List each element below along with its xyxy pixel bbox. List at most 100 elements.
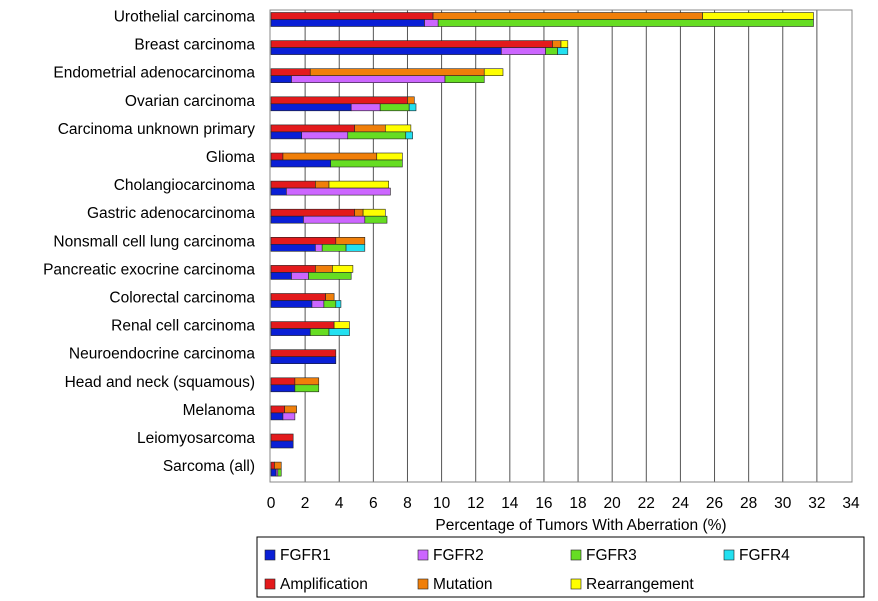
gene-bar-fgfr1 — [270, 103, 352, 112]
x-tick-label: 0 — [267, 495, 276, 512]
aberration-bar-mutation — [354, 124, 386, 133]
gene-bar-fgfr3 — [364, 215, 388, 224]
aberration-bar-mutation — [432, 12, 703, 20]
category-label: Ovarian carcinoma — [125, 93, 255, 110]
category-label: Melanoma — [183, 402, 256, 419]
aberration-bar-amplification — [270, 124, 355, 133]
aberration-bar-amplification — [270, 40, 553, 48]
aberration-bar-amplification — [270, 265, 316, 273]
gene-bar-fgfr3 — [444, 75, 485, 83]
legend-label-fgfr4: FGFR4 — [739, 547, 790, 564]
legend-label-amplification: Amplification — [280, 576, 368, 593]
aberration-bar-amplification — [270, 237, 337, 245]
gene-bar-fgfr1 — [270, 384, 296, 393]
aberration-bar-amplification — [270, 180, 316, 189]
gene-bar-fgfr2 — [303, 215, 366, 224]
aberration-bar-mutation — [335, 237, 366, 245]
aberration-bar-rearrangement — [384, 124, 412, 133]
gene-bar-fgfr1 — [270, 159, 332, 168]
aberration-bar-amplification — [270, 405, 285, 414]
gene-bar-fgfr3 — [323, 300, 337, 308]
gene-bar-fgfr1 — [270, 215, 304, 224]
gene-bar-fgfr2 — [424, 19, 439, 27]
x-tick-label: 20 — [604, 495, 622, 512]
gene-bar-fgfr2 — [282, 412, 296, 421]
category-label: Neuroendocrine carcinoma — [69, 346, 255, 363]
aberration-bar-mutation — [309, 68, 485, 76]
x-tick-label: 10 — [433, 495, 451, 512]
gene-bar-fgfr3 — [277, 468, 282, 477]
gene-bar-fgfr3 — [309, 328, 330, 336]
aberration-bar-rearrangement — [362, 208, 386, 217]
x-tick-label: 34 — [842, 495, 860, 512]
legend-swatch-fgfr1 — [264, 549, 276, 561]
gene-bar-fgfr4 — [335, 300, 342, 308]
gene-bar-fgfr1 — [270, 75, 292, 83]
gene-bar-fgfr2 — [291, 272, 309, 280]
legend-label-fgfr2: FGFR2 — [433, 547, 484, 564]
x-tick-label: 14 — [501, 495, 519, 512]
x-tick-label: 18 — [569, 495, 586, 512]
gene-bar-fgfr1 — [270, 328, 311, 336]
gene-bar-fgfr1 — [270, 244, 316, 252]
aberration-bar-mutation — [354, 208, 364, 217]
gene-bar-fgfr2 — [301, 131, 349, 140]
aberration-bar-amplification — [270, 152, 284, 161]
legend-swatch-rearrangement — [570, 578, 582, 590]
aberration-bar-amplification — [270, 68, 311, 76]
x-tick-label: 16 — [535, 495, 552, 512]
legend-label-mutation: Mutation — [433, 576, 492, 593]
gene-bar-fgfr1 — [270, 440, 294, 449]
category-label: Sarcoma (all) — [163, 458, 255, 475]
aberration-bar-mutation — [284, 405, 297, 414]
aberration-bar-rearrangement — [483, 68, 504, 76]
gene-bar-fgfr1 — [270, 47, 502, 55]
x-tick-label: 32 — [808, 495, 825, 512]
category-label: Urothelial carcinoma — [114, 9, 256, 26]
gene-bar-fgfr2 — [291, 75, 446, 83]
x-tick-label: 4 — [335, 495, 344, 512]
legend-swatch-fgfr2 — [417, 549, 429, 561]
x-tick-label: 30 — [774, 495, 792, 512]
aberration-bar-amplification — [270, 349, 337, 358]
category-label: Head and neck (squamous) — [65, 374, 255, 391]
gene-bar-fgfr2 — [350, 103, 381, 112]
bars — [270, 12, 814, 477]
aberration-bar-mutation — [274, 461, 282, 470]
aberration-bar-rearrangement — [702, 12, 814, 20]
aberration-bar-mutation — [407, 96, 415, 105]
legend-label-fgfr3: FGFR3 — [586, 547, 637, 564]
legend-swatch-amplification — [264, 578, 276, 590]
gene-bar-fgfr1 — [270, 187, 287, 196]
gene-bar-fgfr4 — [408, 103, 417, 112]
aberration-bar-rearrangement — [376, 152, 403, 161]
plot-frame — [269, 9, 853, 483]
aberration-bar-amplification — [270, 433, 294, 442]
legend-frame — [256, 536, 865, 598]
gene-bar-fgfr4 — [405, 131, 413, 140]
x-tick-label: 6 — [369, 495, 378, 512]
category-label: Cholangiocarcinoma — [114, 177, 256, 194]
category-label: Colorectal carcinoma — [109, 290, 255, 307]
x-tick-label: 22 — [638, 495, 655, 512]
x-tick-label: 28 — [740, 495, 757, 512]
aberration-bar-rearrangement — [333, 321, 350, 329]
aberration-bar-amplification — [270, 12, 434, 20]
gene-bar-fgfr2 — [315, 244, 323, 252]
aberration-bar-amplification — [270, 208, 355, 217]
x-tick-label: 26 — [706, 495, 723, 512]
x-tick-label: 12 — [467, 495, 484, 512]
gene-bar-fgfr1 — [270, 19, 425, 27]
gene-bar-fgfr3 — [545, 47, 558, 55]
aberration-bar-rearrangement — [332, 265, 354, 273]
legend-label-fgfr1: FGFR1 — [280, 547, 331, 564]
legend-swatch-fgfr3 — [570, 549, 582, 561]
x-tick-label: 8 — [403, 495, 412, 512]
x-axis-title: Percentage of Tumors With Aberration (%) — [435, 517, 726, 534]
legend: FGFR1 FGFR2 FGFR3 FGFR4 Amplification Mutatio… — [256, 536, 865, 598]
aberration-bar-rearrangement — [560, 40, 569, 48]
x-tick-labels: 0 2 4 6 8 10 12 14 16 18 20 22 24 26 28 30 32 34 — [267, 495, 860, 512]
category-label: Renal cell carcinoma — [111, 318, 255, 335]
gene-bar-fgfr2 — [286, 187, 391, 196]
